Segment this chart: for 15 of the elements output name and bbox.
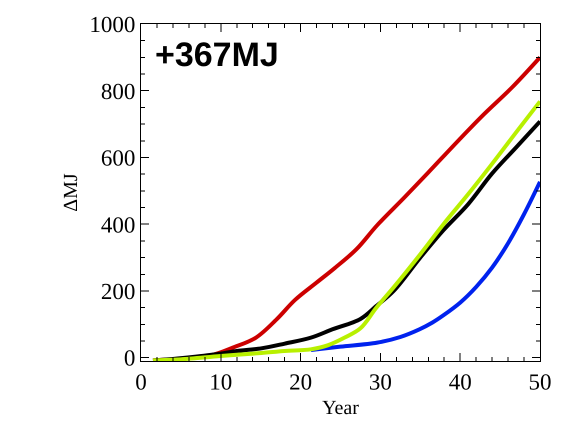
y-tick-label: 1000 <box>89 12 136 38</box>
y-tick-label: 0 <box>124 346 136 371</box>
x-tick-label: 50 <box>528 370 552 395</box>
x-tick-label: 40 <box>448 370 472 395</box>
y-tick-label: 200 <box>100 278 136 304</box>
x-tick-label: 10 <box>209 370 232 395</box>
y-tick-label: 800 <box>100 78 136 104</box>
y-tick-label: 400 <box>100 212 136 238</box>
x-axis-title: Year <box>322 397 360 420</box>
y-axis-title: ΔMJ <box>60 173 82 212</box>
x-tick-label: 20 <box>289 370 312 395</box>
y-tick-label: 600 <box>100 146 136 171</box>
x-tick-label: 30 <box>368 370 392 395</box>
annotation: +367MJ <box>155 36 279 74</box>
line-series <box>308 180 540 352</box>
